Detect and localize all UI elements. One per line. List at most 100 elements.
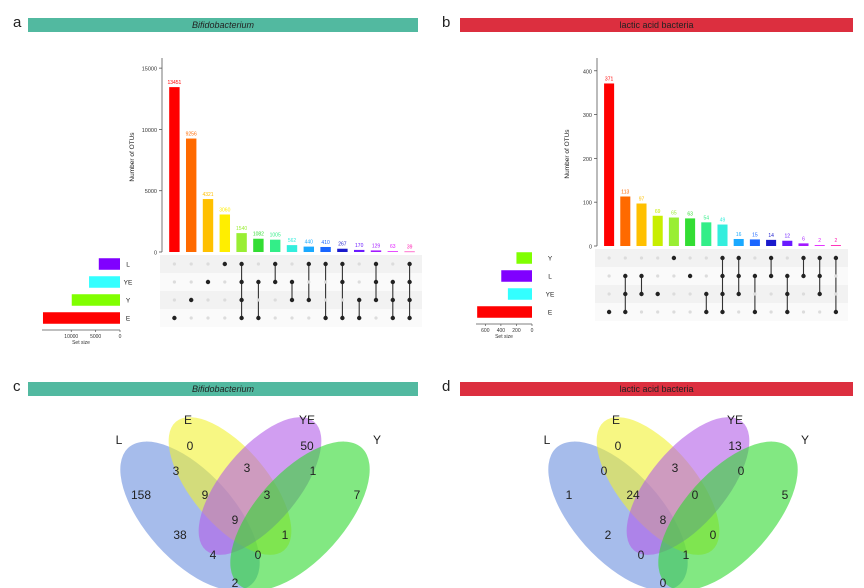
matrix-dot-inactive (206, 262, 210, 266)
bar-value-label: 15 (752, 232, 758, 238)
matrix-dot-active (239, 279, 244, 285)
matrix-dot-inactive (753, 292, 757, 296)
matrix-dot-active (785, 291, 790, 297)
bar (269, 239, 281, 252)
y-tick-label: 0 (154, 251, 157, 257)
panel-a-title: Bifidobacterium (28, 18, 418, 32)
y-tick-label: 400 (583, 69, 592, 75)
matrix-dot-inactive (206, 316, 210, 320)
set-size-bar (501, 270, 532, 282)
venn-set-label: YE (299, 413, 315, 427)
matrix-dot-active (752, 309, 758, 315)
matrix-dot-inactive (273, 316, 277, 320)
matrix-dot-inactive (607, 292, 611, 296)
venn-region-count: 9 (202, 488, 209, 502)
bar-value-label: 97 (639, 197, 645, 203)
matrix-dot-inactive (639, 256, 644, 260)
matrix-dot-inactive (656, 274, 660, 278)
matrix-dot-active (639, 291, 644, 297)
matrix-dot-inactive (769, 310, 773, 314)
venn-region-count: 158 (131, 488, 151, 502)
bar (830, 245, 841, 246)
bar (604, 83, 615, 246)
bar (320, 246, 331, 252)
venn-region-count: 2 (232, 576, 239, 588)
bar-value-label: 63 (687, 211, 693, 217)
set-label: E (126, 316, 131, 323)
y-tick-label: 100 (583, 201, 592, 207)
matrix-dot-active (623, 309, 628, 315)
y-tick-label: 300 (583, 113, 592, 119)
set-label: E (548, 310, 553, 317)
bar (219, 214, 231, 252)
bar (253, 238, 264, 252)
venn-set-ellipse (626, 417, 750, 555)
panel-d-title: lactic acid bacteria (460, 382, 853, 396)
bar (685, 218, 696, 246)
matrix-dot-active (736, 255, 741, 261)
matrix-dot-active (785, 273, 790, 279)
venn-region-count: 3 (244, 461, 251, 475)
matrix-dot-active (833, 309, 839, 315)
bar (169, 87, 180, 252)
venn-region-count: 38 (173, 528, 187, 542)
bar-value-label: 16 (736, 232, 742, 238)
matrix-dot-inactive (273, 298, 277, 302)
matrix-dot-inactive (172, 298, 176, 302)
bar-value-label: 13451 (167, 80, 181, 86)
venn-region-count: 0 (638, 548, 645, 562)
set-size-tick-label: 600 (481, 328, 490, 334)
matrix-dot-active (817, 273, 822, 279)
set-label: L (126, 262, 130, 269)
bar (370, 250, 382, 252)
bar (733, 238, 744, 246)
matrix-dot-active (357, 315, 362, 321)
matrix-dot-inactive (753, 256, 757, 260)
matrix-dot-active (256, 315, 261, 321)
matrix-dot-active (623, 273, 628, 279)
matrix-dot-inactive (672, 274, 676, 278)
panel-b-title: lactic acid bacteria (460, 18, 853, 32)
set-label: Y (548, 256, 553, 263)
matrix-dot-active (373, 279, 379, 285)
venn-region-count: 0 (601, 464, 608, 478)
matrix-dot-active (801, 255, 806, 261)
matrix-dot-active (671, 255, 677, 261)
bar (387, 251, 399, 252)
venn-region-count: 5 (782, 488, 789, 502)
matrix-dot-active (340, 261, 345, 267)
matrix-dot-active (323, 261, 328, 267)
bar-value-label: 1082 (253, 232, 264, 238)
bar (717, 224, 728, 246)
bar (202, 199, 214, 252)
venn-region-count: 0 (615, 439, 622, 453)
set-size-tick-label: 0 (531, 328, 534, 334)
set-size-bar (89, 276, 120, 288)
matrix-dot-active (323, 315, 328, 321)
matrix-dot-inactive (769, 292, 773, 296)
venn-region-count: 7 (354, 488, 361, 502)
matrix-dot-active (373, 297, 379, 303)
matrix-dot-inactive (801, 310, 806, 314)
matrix-dot-active (289, 279, 295, 285)
matrix-dot-active (817, 291, 822, 297)
matrix-dot-inactive (688, 256, 692, 260)
panel-c-title: Bifidobacterium (28, 382, 418, 396)
matrix-dot-active (306, 297, 311, 303)
bar-value-label: 9256 (186, 132, 197, 138)
matrix-dot-active (407, 297, 412, 303)
bar-value-label: 14 (768, 233, 774, 239)
matrix-dot-inactive (391, 262, 395, 266)
matrix-dot-inactive (704, 256, 708, 260)
matrix-dot-inactive (672, 292, 676, 296)
bar-value-label: 54 (704, 215, 710, 221)
matrix-dot-inactive (340, 298, 344, 302)
bar-value-label: 3060 (219, 207, 230, 213)
bar (814, 245, 825, 246)
matrix-dot-inactive (172, 262, 176, 266)
set-size-bar (71, 294, 120, 306)
set-size-bar (98, 258, 120, 270)
venn-set-label: L (544, 433, 551, 447)
matrix-dot-active (172, 315, 177, 321)
